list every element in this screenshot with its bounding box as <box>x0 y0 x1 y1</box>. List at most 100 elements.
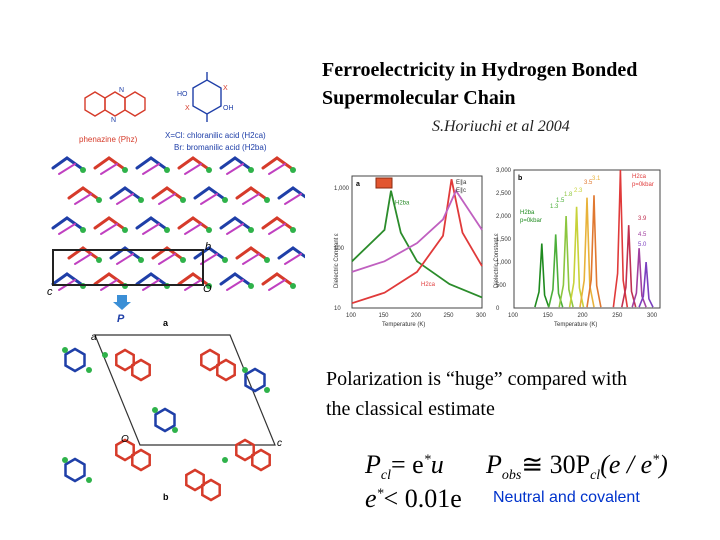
polarization-paragraph: Polarization is “huge” compared with the… <box>326 364 716 424</box>
ring <box>251 448 271 472</box>
unit-cell-box <box>52 249 204 286</box>
svg-text:X: X <box>185 105 190 112</box>
chart-annotation: p=0kbar <box>520 218 542 224</box>
chain-bond <box>107 272 125 286</box>
chain-bond <box>149 216 167 230</box>
atom-dot <box>86 367 92 373</box>
series-line <box>351 190 483 299</box>
chain-bond <box>275 272 293 286</box>
title-line-2: Supermolecular Chain <box>322 87 516 109</box>
ring <box>244 367 266 393</box>
atom-dot <box>248 167 254 173</box>
ring <box>64 347 86 373</box>
x-tick-label: 200 <box>411 313 422 319</box>
atom-dot <box>152 407 158 413</box>
chain-bond <box>177 216 195 230</box>
atom-dot <box>290 227 296 233</box>
chain-bond <box>123 186 141 200</box>
atom-dot <box>206 283 212 289</box>
series-label: H2ba <box>395 201 410 207</box>
chain-bond <box>261 216 279 230</box>
y-tick-label: 3,000 <box>496 168 512 174</box>
y-tick-label: 10 <box>334 306 341 312</box>
chain-bond <box>191 272 209 286</box>
crystal-structure-bottom: a c O b <box>62 332 282 502</box>
y-axis-label: Dielectric Constant ε <box>494 233 500 288</box>
chain-bond <box>177 156 195 170</box>
origin-label: O <box>203 283 212 295</box>
ring <box>115 438 135 462</box>
x-axis-label: Temperature (K) <box>382 322 425 328</box>
chain-bond <box>116 253 134 265</box>
chain-bond <box>291 186 305 199</box>
axis-label-c: c <box>47 286 53 298</box>
series-line <box>568 206 585 308</box>
ring <box>185 468 205 492</box>
chain-bond <box>226 279 244 291</box>
chain-bond <box>233 216 251 230</box>
x-tick-label: 200 <box>578 313 589 319</box>
atom-dot <box>290 283 296 289</box>
polarization-label: P <box>117 313 125 325</box>
panel-label-b: b <box>518 175 522 182</box>
chain-bond <box>207 246 225 260</box>
chain-bond <box>93 156 111 170</box>
atom-dot <box>264 387 270 393</box>
chain-bond <box>100 223 118 235</box>
chain-bond <box>109 186 127 200</box>
y-tick-label: 1,500 <box>496 237 512 243</box>
chart-annotation: 1.8 <box>564 192 573 198</box>
ring <box>154 407 176 433</box>
svg-text:OH: OH <box>223 105 234 112</box>
chain-bond <box>291 246 305 259</box>
chain-bond <box>249 186 267 200</box>
chain-bond <box>219 156 237 170</box>
acid-cl-label: X=Cl: chloranilic acid (H2ca) <box>165 131 266 140</box>
atom-dot <box>96 197 102 203</box>
chain-bond <box>93 216 111 230</box>
atom-dot <box>80 167 86 173</box>
chain-bond <box>158 253 176 265</box>
crystal-icon <box>375 177 393 189</box>
chain-bond <box>149 272 167 286</box>
chain-bond <box>107 156 125 170</box>
chain-bond <box>233 156 251 170</box>
chain-bond <box>268 279 286 291</box>
chain-bond <box>65 272 83 286</box>
ring <box>64 457 86 483</box>
paragraph-line-1: Polarization is “huge” compared with <box>326 368 628 390</box>
atom-dot <box>206 227 212 233</box>
chain-bond <box>177 272 195 286</box>
chain-bond <box>277 246 295 260</box>
chart-annotation: 3.9 <box>638 216 647 222</box>
chain-bond <box>235 186 253 200</box>
atom-dot <box>264 257 270 263</box>
phenazine-label: phenazine (Phz) <box>79 135 138 144</box>
atom-dot <box>180 197 186 203</box>
y-axis-label: Dielectric Constant ε <box>334 233 340 288</box>
chain-bond <box>58 163 76 175</box>
molecule-diagram: N N HO X X OH phenazine (Phz) X=Cl: chlo… <box>79 72 267 152</box>
chain-bond <box>135 272 153 286</box>
axis-label-b: b <box>205 241 211 253</box>
series-line <box>638 261 654 308</box>
equation-pobs: Pobs≅ 30Pcl(e / e*) <box>486 450 668 484</box>
chain-bond <box>268 163 286 175</box>
atom-dot <box>248 283 254 289</box>
legend-entry: E∥a <box>456 179 467 186</box>
ring <box>235 438 255 462</box>
y-tick-label: 2,000 <box>496 214 512 220</box>
y-tick-label: 100 <box>334 246 345 252</box>
chain-bond <box>284 193 302 205</box>
chain-bond <box>191 156 209 170</box>
series-line <box>534 243 550 308</box>
dielectric-chart-a: H2ba H2ca 100 150 200 250 300 1,000 100 10 Tempera… <box>334 175 487 328</box>
atom-dot <box>62 347 68 353</box>
paragraph-line-2: the classical estimate <box>326 398 495 420</box>
chart-annotation: 3.5 <box>584 180 593 186</box>
chain-bond <box>284 253 302 265</box>
chain-bond <box>81 186 99 200</box>
chain-bond <box>242 253 260 265</box>
panel-label-a: a <box>356 181 360 188</box>
atom-dot <box>96 257 102 263</box>
